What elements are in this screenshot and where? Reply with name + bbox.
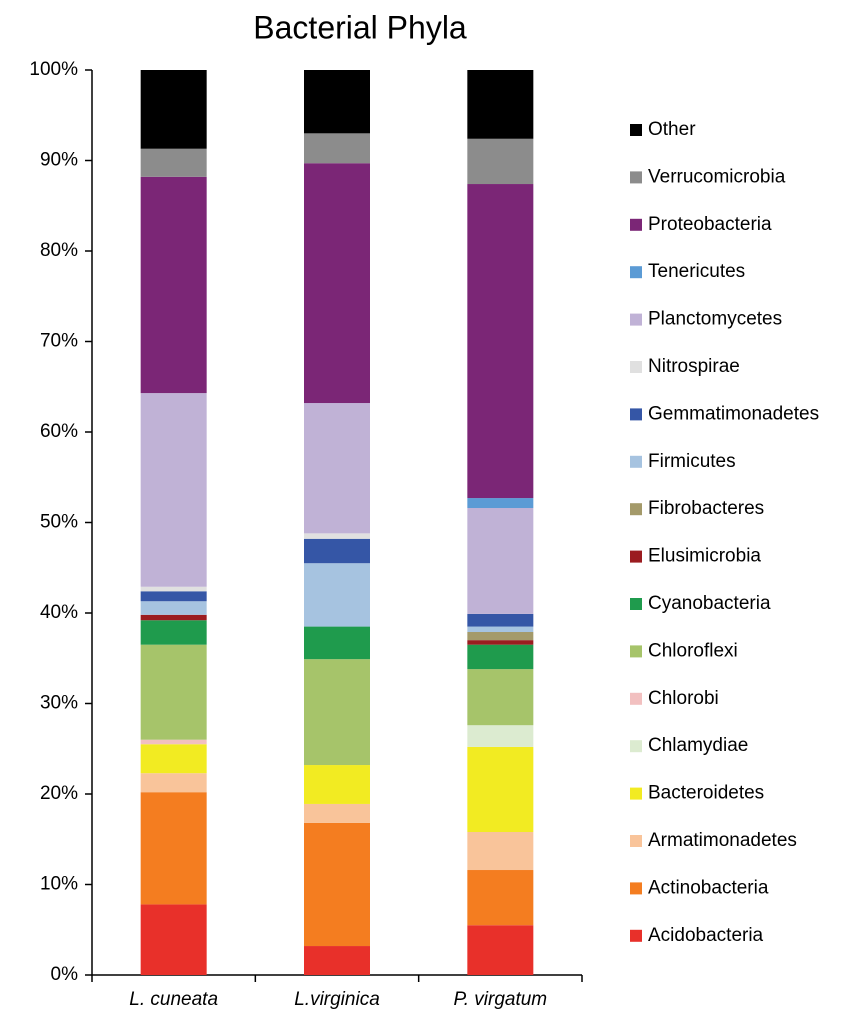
legend-label: Tenericutes <box>648 261 745 282</box>
legend-label: Actinobacteria <box>648 877 769 898</box>
bar-segment <box>140 70 207 149</box>
legend-label: Fibrobacteres <box>648 498 764 519</box>
chart-title: Bacterial Phyla <box>253 9 467 45</box>
legend-swatch <box>630 124 642 136</box>
bar-segment <box>304 163 370 404</box>
bar-segment <box>140 601 207 615</box>
legend-swatch <box>630 455 642 468</box>
bar-segment <box>304 133 370 164</box>
y-tick-label: 30% <box>40 693 78 714</box>
bar-segment <box>140 591 207 602</box>
legend-swatch <box>630 645 642 658</box>
bar-segment <box>304 533 370 539</box>
bar-segment <box>140 744 207 774</box>
legend-swatch <box>630 171 642 184</box>
bar-segment <box>140 904 207 975</box>
legend-swatch <box>630 740 642 753</box>
bar-segment <box>304 538 370 564</box>
y-tick-label: 90% <box>40 150 78 171</box>
bar-segment <box>304 803 370 823</box>
legend-label: Other <box>648 119 696 140</box>
bar-segment <box>467 640 534 645</box>
bar-segment <box>140 614 207 621</box>
bar-segment <box>304 659 370 766</box>
bar-segment <box>467 925 534 975</box>
bar-segment <box>467 669 534 726</box>
bar-segment <box>140 792 207 905</box>
y-tick-label: 10% <box>40 874 78 895</box>
legend-label: Planctomycetes <box>648 309 782 330</box>
legend-swatch <box>630 408 642 421</box>
y-tick-label: 60% <box>40 421 78 442</box>
legend-label: Acidobacteria <box>648 925 764 946</box>
y-tick-label: 50% <box>40 512 78 533</box>
legend-swatch <box>630 835 642 847</box>
legend-label: Chloroflexi <box>648 640 738 661</box>
bar-segment <box>467 508 534 614</box>
bar-segment <box>467 184 534 499</box>
bar-segment <box>467 644 534 670</box>
legend-swatch <box>630 787 642 800</box>
legend-label: Armatimonadetes <box>648 830 797 851</box>
legend-label: Nitrospirae <box>648 356 740 377</box>
bar-segment <box>467 832 534 871</box>
legend-label: Bacteroidetes <box>648 783 764 804</box>
bar-segment <box>140 773 207 793</box>
legend-swatch <box>630 218 642 231</box>
bar-segment <box>467 632 534 641</box>
x-tick-label: L.virginica <box>294 989 380 1010</box>
bar-segment <box>140 393 207 587</box>
bar-segment <box>304 946 370 975</box>
legend-swatch <box>630 882 642 895</box>
y-tick-label: 0% <box>51 964 79 985</box>
bar-segment <box>140 176 207 394</box>
bar-segment <box>304 70 370 134</box>
bar-segment <box>304 822 370 947</box>
y-tick-label: 70% <box>40 331 78 352</box>
legend-label: Chlorobi <box>648 688 719 709</box>
legend-swatch <box>630 550 642 563</box>
legend-swatch <box>630 266 642 279</box>
legend-label: Proteobacteria <box>648 214 772 235</box>
y-tick-label: 20% <box>40 783 78 804</box>
bar-segment <box>467 138 534 185</box>
legend-label: Chlamydiae <box>648 735 748 756</box>
bar-segment <box>467 626 534 633</box>
bar-segment <box>140 586 207 592</box>
legend-label: Cyanobacteria <box>648 593 771 614</box>
y-tick-label: 40% <box>40 602 78 623</box>
bar-segment <box>467 870 534 926</box>
legend-swatch <box>630 929 642 942</box>
bar-segment <box>304 765 370 804</box>
bar-segment <box>304 626 370 660</box>
legend-label: Gemmatimonadetes <box>648 403 819 424</box>
x-tick-label: L. cuneata <box>129 989 218 1010</box>
legend-label: Verrucomicrobia <box>648 166 786 187</box>
legend-swatch <box>630 313 642 326</box>
bar-segment <box>140 644 207 740</box>
legend-swatch <box>630 503 642 516</box>
legend-swatch <box>630 361 642 373</box>
bar-segment <box>467 498 534 509</box>
bar-segment <box>467 725 534 747</box>
bar-segment <box>304 563 370 627</box>
bar-segment <box>304 403 370 534</box>
bar-segment <box>467 70 534 139</box>
bar-segment <box>140 148 207 177</box>
bar-segment <box>467 613 534 627</box>
legend-label: Elusimicrobia <box>648 546 761 567</box>
bar-segment <box>140 620 207 645</box>
x-tick-label: P. virgatum <box>454 989 548 1010</box>
bar-segment <box>467 746 534 833</box>
y-tick-label: 80% <box>40 240 78 261</box>
bar-segment <box>140 739 207 745</box>
legend-swatch <box>630 598 642 610</box>
y-tick-label: 100% <box>29 59 78 80</box>
legend-swatch <box>630 692 642 705</box>
legend-label: Firmicutes <box>648 451 736 472</box>
